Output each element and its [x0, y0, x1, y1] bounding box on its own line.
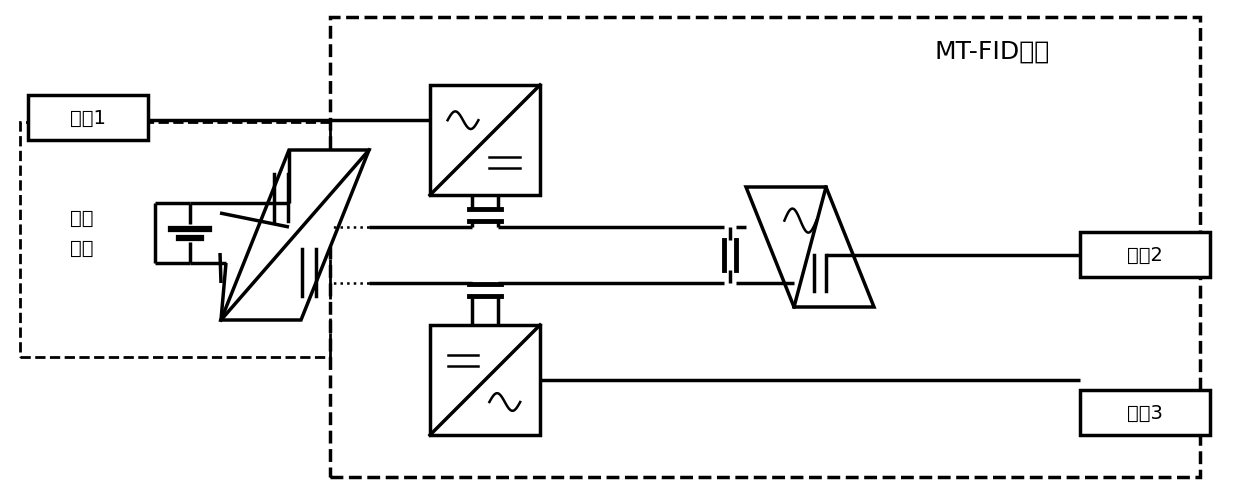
Bar	[430, 85, 540, 195]
Bar	[430, 325, 540, 435]
Text: 母线3: 母线3	[1127, 403, 1163, 423]
Text: MT-FID装置: MT-FID装置	[934, 40, 1049, 64]
Polygon shape	[746, 187, 873, 307]
Text: 装置: 装置	[71, 239, 94, 257]
Text: 储能: 储能	[71, 208, 94, 228]
Text: 母线2: 母线2	[1127, 246, 1163, 264]
Bar	[1080, 390, 1211, 435]
Bar	[1080, 232, 1211, 277]
Bar	[28, 95, 147, 140]
Bar	[330, 17, 1201, 477]
Text: 母线1: 母线1	[71, 108, 107, 128]
Polygon shape	[221, 150, 369, 320]
Bar	[20, 122, 330, 357]
